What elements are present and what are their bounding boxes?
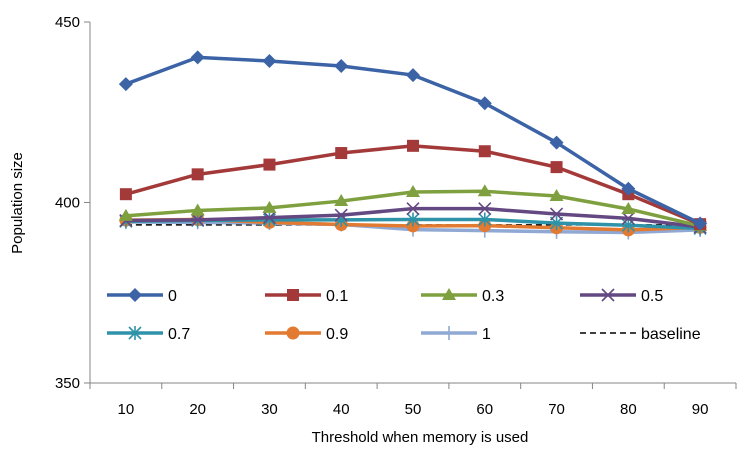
- legend-item: baseline: [580, 326, 701, 343]
- legend-label: 0.1: [326, 288, 348, 305]
- legend: 0 0.1 0.3 0.5 0.7 0.9 1 baseline: [107, 288, 701, 343]
- legend-label: 0.7: [168, 326, 190, 343]
- data-point: [334, 208, 348, 222]
- legend-item: 0.9: [265, 326, 348, 343]
- data-point: [478, 145, 491, 158]
- y-tick-label: 400: [55, 195, 80, 212]
- data-point: [406, 202, 420, 216]
- data-point: [191, 213, 205, 227]
- data-point: [621, 181, 636, 196]
- y-tick-label: 450: [55, 14, 80, 31]
- data-point: [478, 212, 492, 227]
- series-0: [118, 50, 708, 231]
- data-point: [406, 68, 420, 83]
- data-point: [477, 184, 492, 197]
- data-point: [262, 53, 277, 68]
- data-point: [549, 207, 564, 221]
- series-layer: [118, 50, 708, 240]
- data-point: [190, 203, 205, 216]
- legend-item: 0: [107, 288, 177, 305]
- data-point: [550, 161, 563, 174]
- x-tick-label: 80: [620, 401, 637, 418]
- x-tick-label: 70: [548, 401, 565, 418]
- x-tick-label: 60: [476, 401, 493, 418]
- legend-label: baseline: [641, 326, 701, 343]
- series-line: [125, 144, 701, 226]
- legend-marker: [443, 326, 455, 340]
- legend-item: 0.1: [265, 288, 348, 305]
- data-point: [118, 77, 133, 92]
- data-point: [478, 202, 492, 216]
- data-point: [335, 147, 348, 160]
- data-point: [549, 135, 564, 150]
- data-point: [190, 50, 205, 65]
- y-axis-label: Population size: [9, 152, 26, 254]
- legend-label: 0.5: [641, 288, 663, 305]
- data-point: [406, 185, 420, 198]
- data-point: [263, 158, 276, 171]
- data-point: [191, 168, 204, 181]
- data-point: [334, 194, 349, 207]
- legend-label: 0: [168, 288, 177, 305]
- legend-item: 1: [421, 326, 491, 343]
- data-point: [407, 139, 419, 152]
- legend-marker: [442, 288, 456, 300]
- legend-item: 0.5: [580, 288, 663, 305]
- y-tick-label: 350: [55, 375, 80, 392]
- legend-marker: [128, 288, 142, 302]
- x-axis-label: Threshold when memory is used: [312, 429, 529, 446]
- x-tick-label: 90: [692, 401, 709, 418]
- legend-item: 0.3: [421, 288, 504, 305]
- legend-label: 0.9: [326, 326, 348, 343]
- data-point: [262, 211, 277, 225]
- legend-item: 0.7: [107, 326, 190, 343]
- data-point: [621, 211, 635, 225]
- x-tick-label: 10: [118, 401, 135, 418]
- data-point: [406, 212, 420, 227]
- x-tick-label: 30: [261, 401, 278, 418]
- data-point: [621, 218, 635, 233]
- data-point: [119, 188, 132, 201]
- data-point: [477, 96, 492, 111]
- data-point: [262, 200, 277, 213]
- legend-marker: [601, 288, 615, 302]
- x-tick-label: 40: [333, 401, 350, 418]
- legend-marker: [287, 289, 299, 301]
- legend-marker: [286, 326, 300, 340]
- data-point: [549, 189, 564, 202]
- data-point: [621, 201, 636, 214]
- data-point: [334, 59, 349, 74]
- data-point: [693, 216, 708, 231]
- data-point: [118, 208, 133, 221]
- x-tick-label: 50: [405, 401, 422, 418]
- legend-label: 1: [482, 326, 491, 343]
- x-tick-label: 20: [189, 401, 206, 418]
- legend-label: 0.3: [482, 288, 504, 305]
- legend-marker: [128, 326, 142, 340]
